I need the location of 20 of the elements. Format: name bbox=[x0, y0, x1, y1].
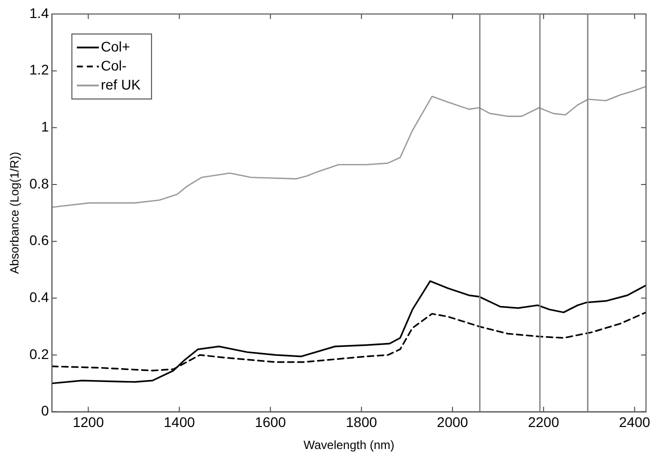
x-tick-label: 1400 bbox=[164, 414, 196, 430]
y-tick-label: 0.8 bbox=[29, 175, 50, 192]
x-tick-label: 2400 bbox=[619, 414, 650, 430]
x-tick-label: 2200 bbox=[528, 414, 560, 430]
y-tick-label: 0.4 bbox=[29, 289, 50, 305]
legend-label: Col- bbox=[100, 57, 127, 74]
y-tick-label: 1.4 bbox=[29, 4, 50, 21]
y-axis-title: Absorbance (Log(1/R)) bbox=[8, 152, 22, 274]
x-tick-label: 2000 bbox=[436, 414, 468, 430]
x-tick-label: 1600 bbox=[254, 414, 286, 430]
y-tick-label: 1 bbox=[41, 118, 50, 135]
x-tick-label: 1200 bbox=[72, 414, 104, 430]
y-tick-label: 1.2 bbox=[29, 62, 50, 78]
legend-label: Col+ bbox=[100, 38, 130, 54]
x-axis-title: Wavelength (nm) bbox=[303, 438, 394, 452]
y-tick-label: 0.6 bbox=[29, 232, 50, 248]
y-tick-label: 0.2 bbox=[29, 346, 50, 362]
legend-label: ref UK bbox=[100, 76, 142, 92]
x-tick-label: 1800 bbox=[346, 414, 378, 430]
y-tick-label: 0 bbox=[41, 402, 50, 419]
